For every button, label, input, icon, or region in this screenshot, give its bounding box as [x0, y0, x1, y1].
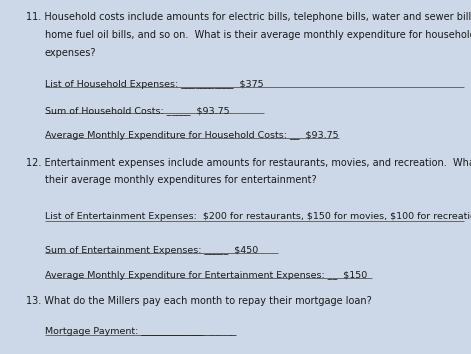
Text: Sum of Entertainment Expenses: _____  $450: Sum of Entertainment Expenses: _____ $45… — [45, 246, 258, 255]
Text: List of Entertainment Expenses:  $200 for restaurants, $150 for movies, $100 for: List of Entertainment Expenses: $200 for… — [45, 212, 471, 221]
Text: Sum of Household Costs: _____  $93.75: Sum of Household Costs: _____ $93.75 — [45, 106, 229, 115]
Text: Average Monthly Expenditure for Household Costs: __  $93.75: Average Monthly Expenditure for Househol… — [45, 131, 338, 140]
Text: their average monthly expenditures for entertainment?: their average monthly expenditures for e… — [45, 175, 317, 185]
Text: expenses?: expenses? — [45, 48, 96, 58]
Text: 13. What do the Millers pay each month to repay their mortgage loan?: 13. What do the Millers pay each month t… — [26, 296, 372, 306]
Text: List of Household Expenses: ___________  $375: List of Household Expenses: ___________ … — [45, 80, 263, 88]
Text: Mortgage Payment: ____________________: Mortgage Payment: ____________________ — [45, 327, 236, 336]
Text: 12. Entertainment expenses include amounts for restaurants, movies, and recreati: 12. Entertainment expenses include amoun… — [26, 158, 471, 167]
Text: home fuel oil bills, and so on.  What is their average monthly expenditure for h: home fuel oil bills, and so on. What is … — [45, 30, 471, 40]
Text: Average Monthly Expenditure for Entertainment Expenses: __  $150: Average Monthly Expenditure for Entertai… — [45, 271, 367, 280]
Text: 11. Household costs include amounts for electric bills, telephone bills, water a: 11. Household costs include amounts for … — [26, 12, 471, 22]
